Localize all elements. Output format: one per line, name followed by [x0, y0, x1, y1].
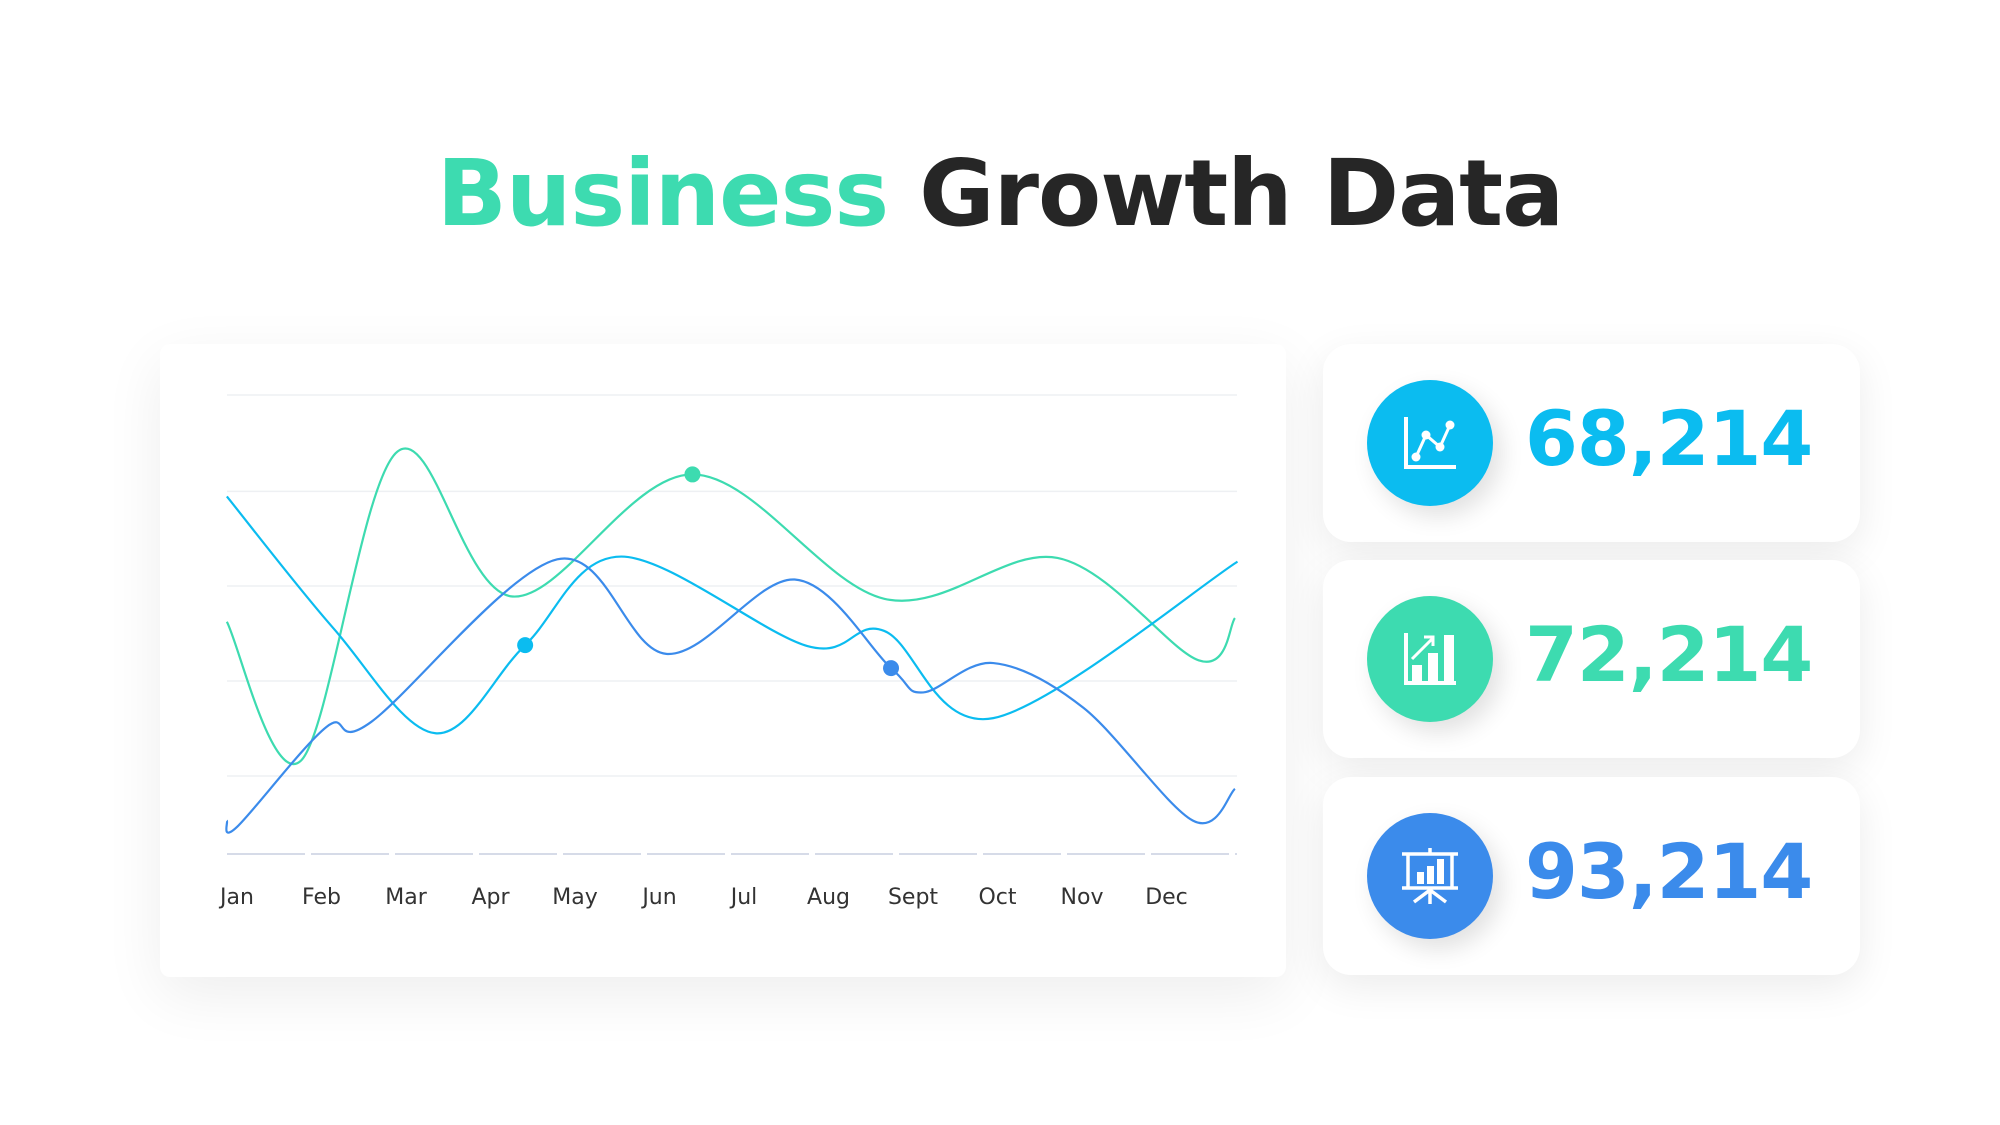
x-tick-label: Jan — [218, 885, 254, 910]
presentation-board-icon — [1367, 813, 1493, 939]
stat-card-2: 72,214 — [1323, 560, 1860, 758]
stat-card-1: 68,214 — [1323, 344, 1860, 542]
series-line-1 — [225, 447, 1236, 765]
line-chart: Jan Feb Mar Apr May Jun Jul Aug Sept Oct Nov Dec — [218, 394, 1239, 910]
chart-card: Jan Feb Mar Apr May Jun Jul Aug Sept Oct Nov Dec — [160, 344, 1286, 977]
stat-value: 72,214 — [1525, 610, 1813, 699]
series-line-2 — [226, 495, 1239, 735]
x-tick-label: Aug — [807, 885, 850, 910]
series-marker-1 — [684, 466, 701, 483]
title-highlight: Business — [436, 140, 889, 247]
x-tick-label: Dec — [1145, 885, 1188, 910]
series-line-3 — [225, 557, 1236, 834]
stat-card-3: 93,214 — [1323, 777, 1860, 975]
x-tick-label: Mar — [385, 885, 427, 910]
x-tick-label: Nov — [1061, 885, 1104, 910]
x-tick-label: Apr — [471, 885, 510, 910]
stat-value: 93,214 — [1525, 827, 1813, 916]
x-tick-label: Oct — [978, 885, 1016, 910]
stat-value: 68,214 — [1525, 394, 1813, 483]
x-tick-label: Jul — [729, 885, 758, 910]
x-tick-label: Feb — [302, 885, 341, 910]
x-tick-label: Jun — [640, 885, 676, 910]
bar-chart-growth-icon — [1367, 596, 1493, 722]
series-marker-3 — [883, 660, 900, 677]
x-tick-label: Sept — [888, 885, 938, 910]
title-rest: Growth Data — [919, 140, 1564, 247]
page-title: Business Growth Data — [0, 140, 2000, 247]
series-marker-2 — [517, 637, 534, 654]
line-chart-icon — [1367, 380, 1493, 506]
x-tick-label: May — [552, 885, 597, 910]
